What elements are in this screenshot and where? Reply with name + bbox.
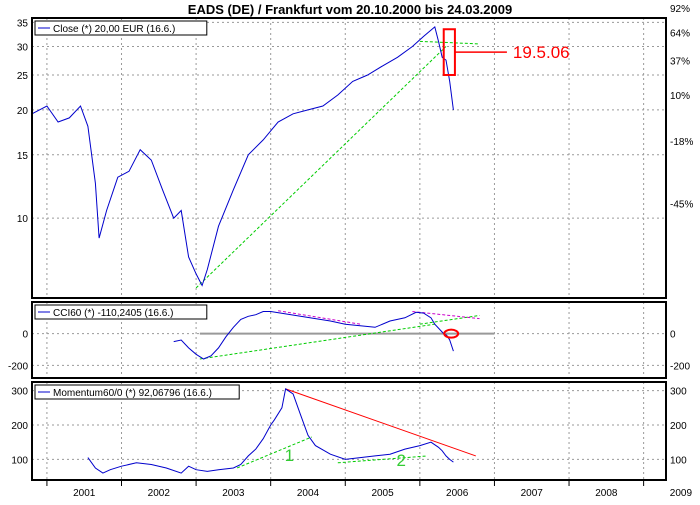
x-tick-label: 2005: [371, 488, 394, 499]
x-tick-label: 2009: [670, 488, 693, 499]
x-tick-label: 2001: [73, 488, 96, 499]
legend-box: [34, 304, 208, 320]
y-tick-label-right: 64%: [670, 29, 690, 40]
x-tick-label: 2008: [595, 488, 618, 499]
trendline: [419, 40, 480, 45]
y-tick-label-left: 25: [17, 71, 29, 82]
annotation-box: [442, 28, 456, 76]
legend-label: CCI60 (*) -110,2405 (16.6.): [53, 308, 173, 319]
y-tick-label-left: 10: [17, 214, 29, 225]
legend: Close (*) 20,00 EUR (16.6.): [34, 20, 208, 36]
x-tick-label: 2002: [148, 488, 171, 499]
panel-frame: [31, 17, 667, 299]
y-tick-label-right: 10%: [670, 91, 690, 102]
annotation-ellipse: [443, 328, 460, 339]
y-tick-label-right: -200: [670, 361, 690, 372]
x-axis: 2001 2002 2003 2004 2005 2006 2007 2008 2009: [46, 480, 693, 499]
y-tick-label-right: -18%: [670, 137, 693, 148]
trendline: [195, 46, 447, 289]
trendline: [278, 310, 361, 325]
y-tick-label-right: 37%: [670, 57, 690, 68]
y-tick-label-left: 0: [22, 330, 28, 341]
y-tick-label-left: 15: [17, 151, 29, 162]
annotation-label: 2: [396, 451, 405, 470]
legend-label: Close (*) 20,00 EUR (16.6.): [53, 24, 175, 35]
legend-box: [34, 384, 240, 400]
panel-3: 300 200 100 300 200 100 1 2 Momentum60/0 (*) 92,…: [11, 381, 687, 481]
x-tick-label: 2007: [521, 488, 544, 499]
trendline: [236, 436, 312, 469]
legend: CCI60 (*) -110,2405 (16.6.): [34, 304, 208, 320]
legend: Momentum60/0 (*) 92,06796 (16.6.): [34, 384, 240, 400]
y-tick-label-right: 200: [670, 421, 687, 432]
y-tick-label-left: 100: [11, 455, 28, 466]
y-tick-label-right: 92%: [670, 4, 690, 15]
series-line: [31, 26, 454, 287]
y-tick-label-left: 200: [11, 421, 28, 432]
y-tick-label-right: 100: [670, 455, 687, 466]
series-line: [87, 388, 454, 474]
y-tick-label-right: 300: [670, 387, 687, 398]
trendline: [285, 388, 476, 457]
y-tick-label-right: 0: [670, 330, 676, 341]
legend-label: Momentum60/0 (*) 92,06796 (16.6.): [53, 388, 212, 399]
x-tick-label: 2003: [222, 488, 245, 499]
y-tick-label-left: 35: [17, 18, 29, 29]
series-line: [173, 311, 454, 360]
trendline: [419, 314, 480, 325]
x-tick-label: 2006: [446, 488, 469, 499]
panel-1: 35 30 25 20 15 10 92% 64% 37% 10% -18% -45% 19.5.06 C…: [17, 4, 693, 299]
y-tick-label-left: 30: [17, 42, 29, 53]
legend-box: [34, 20, 208, 36]
panel-frame: [31, 381, 667, 481]
annotation-label: 1: [285, 446, 294, 465]
x-tick-label: 2004: [297, 488, 320, 499]
chart-title: EADS (DE) / Frankfurt vom 20.10.2000 bis…: [188, 2, 512, 17]
y-tick-label-left: 20: [17, 106, 29, 117]
annotation-label: 19.5.06: [513, 43, 570, 62]
y-tick-label-left: -200: [8, 361, 28, 372]
y-tick-label-right: -45%: [670, 199, 693, 210]
trendline: [199, 323, 435, 360]
panel-frame: [31, 301, 667, 379]
panel-2: 0 -200 0 -200 CCI60 (*) -110,2405 (16.6.): [8, 301, 690, 379]
y-tick-label-left: 300: [11, 387, 28, 398]
